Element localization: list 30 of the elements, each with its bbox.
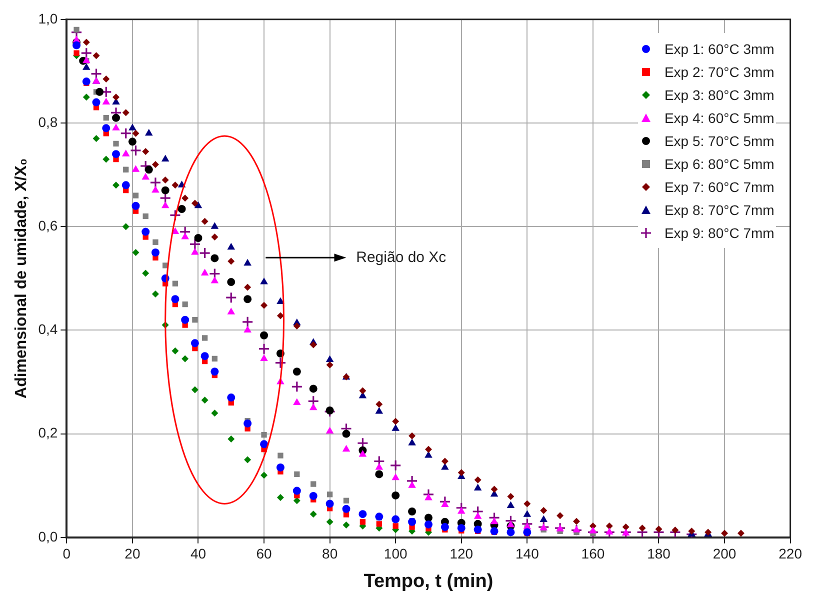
x-tick-label: 40 [190, 546, 206, 562]
x-tick-label: 140 [515, 546, 540, 562]
y-axis-title: Adimensional de umidade, X/X₀ [13, 158, 30, 398]
x-tick-label: 80 [322, 546, 338, 562]
x-tick-label: 160 [581, 546, 605, 562]
legend-label: Exp 2: 70°C 3mm [664, 64, 774, 80]
x-tick-label: 180 [647, 546, 671, 562]
y-tick-label: 1,0 [38, 10, 58, 26]
x-tick-label: 100 [384, 546, 408, 562]
legend-label: Exp 1: 60°C 3mm [664, 40, 774, 57]
x-tick-label: 0 [62, 546, 71, 562]
x-tick-label: 120 [450, 546, 474, 562]
legend-label: Exp 7: 60°C 7mm [664, 178, 774, 195]
y-tick-label: 0,0 [38, 528, 58, 544]
y-tick-label: 0,4 [38, 321, 58, 338]
legend-label: Exp 8: 70°C 7mm [664, 202, 774, 218]
x-axis-title: Tempo, t (min) [364, 570, 494, 592]
legend-label: Exp 5: 70°C 5mm [664, 132, 774, 149]
legend-label: Exp 3: 80°C 3mm [664, 86, 774, 103]
legend-label: Exp 9: 80°C 7mm [664, 224, 774, 241]
y-tick-label: 0,6 [38, 217, 58, 234]
annotation: Região do Xc [356, 248, 447, 266]
x-tick-label: 20 [124, 546, 140, 562]
legend-label: Exp 4: 60°C 5mm [664, 110, 774, 126]
legend-label: Exp 6: 80°C 5mm [664, 156, 774, 172]
y-tick-label: 0,8 [38, 114, 58, 130]
x-tick-label: 220 [778, 546, 802, 562]
x-tick-label: 200 [712, 546, 736, 562]
x-tick-label: 60 [256, 546, 272, 562]
y-tick-label: 0,2 [38, 424, 58, 441]
